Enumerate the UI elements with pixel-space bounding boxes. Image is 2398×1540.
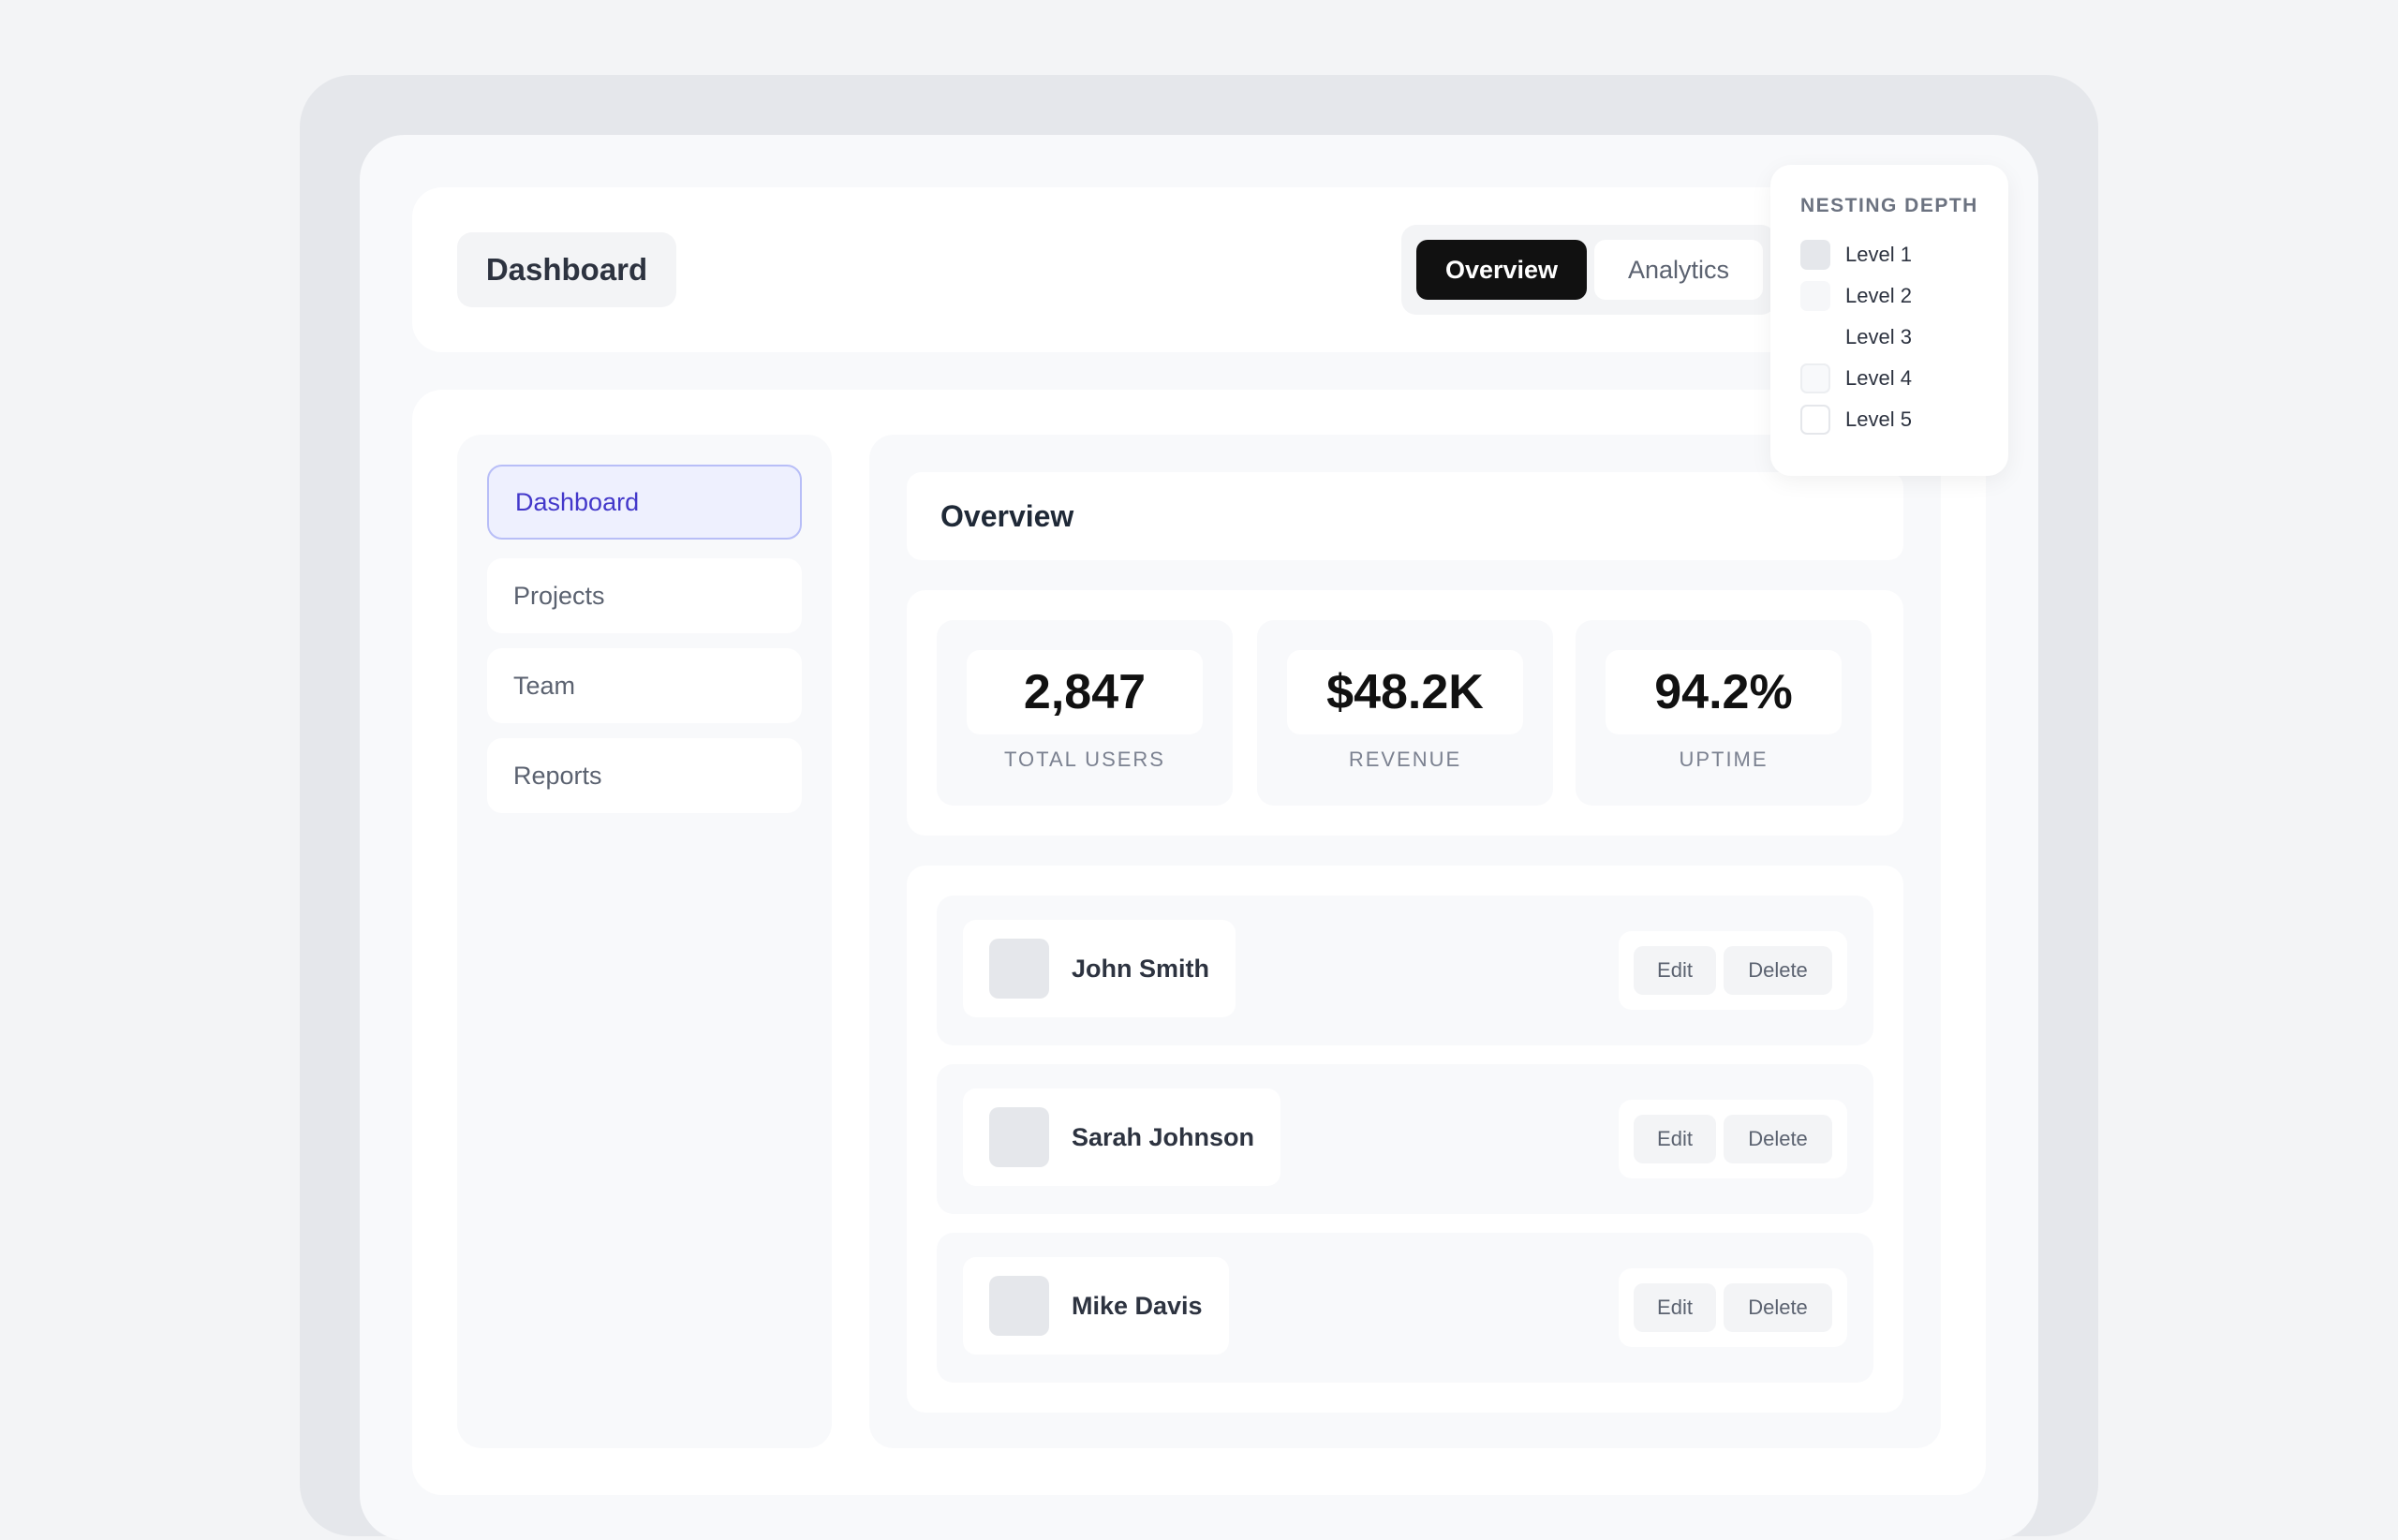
tab-overview[interactable]: Overview [1416,240,1587,300]
stat-value: $48.2K [1287,650,1523,734]
page-title: Dashboard [457,232,676,307]
stat-value: 94.2% [1606,650,1842,734]
delete-button[interactable]: Delete [1724,1283,1832,1332]
nesting-depth-title: NESTING DEPTH [1800,195,1978,216]
list-item: Sarah Johnson Edit Delete [937,1064,1873,1214]
level-swatch [1800,240,1830,270]
user-name: Mike Davis [1072,1291,1203,1320]
delete-button[interactable]: Delete [1724,946,1832,995]
avatar [989,1107,1049,1167]
nesting-level-2[interactable]: Level 2 [1800,281,1912,311]
nesting-level-1[interactable]: Level 1 [1800,240,1912,270]
row-actions: Edit Delete [1619,1100,1847,1178]
level-label: Level 5 [1845,407,1912,431]
user-chip: Mike Davis [963,1257,1229,1355]
edit-button[interactable]: Edit [1634,1115,1716,1163]
level-label: Level 2 [1845,284,1912,307]
user-chip: John Smith [963,920,1236,1017]
stat-value: 2,847 [967,650,1203,734]
nesting-level-4[interactable]: Level 4 [1800,363,1912,393]
stat-label: REVENUE [1348,748,1462,771]
user-name: Sarah Johnson [1072,1122,1255,1151]
stat-label: TOTAL USERS [1004,748,1165,771]
user-name: John Smith [1072,954,1209,983]
sidebar-item-reports[interactable]: Reports [487,738,802,813]
avatar [989,939,1049,999]
sidebar-item-projects[interactable]: Projects [487,558,802,633]
delete-button[interactable]: Delete [1724,1115,1832,1163]
level-swatch [1800,322,1830,352]
level-swatch [1800,405,1830,435]
user-chip: Sarah Johnson [963,1088,1281,1186]
edit-button[interactable]: Edit [1634,946,1716,995]
nesting-level-5[interactable]: Level 5 [1800,405,1912,435]
nesting-level-3[interactable]: Level 3 [1800,322,1912,352]
list-item: John Smith Edit Delete [937,896,1873,1045]
level-swatch [1800,281,1830,311]
level-label: Level 3 [1845,325,1912,348]
edit-button[interactable]: Edit [1634,1283,1716,1332]
tab-analytics[interactable]: Analytics [1594,240,1763,300]
sidebar-item-team[interactable]: Team [487,648,802,723]
row-actions: Edit Delete [1619,931,1847,1010]
row-actions: Edit Delete [1619,1268,1847,1347]
section-title: Overview [907,472,1903,560]
list-item: Mike Davis Edit Delete [937,1233,1873,1383]
level-label: Level 4 [1845,366,1912,390]
level-swatch [1800,363,1830,393]
nesting-depth-panel: NESTING DEPTH Level 1 Level 2 Level 3 Le… [1770,165,2008,476]
sidebar-item-dashboard[interactable]: Dashboard [487,465,802,540]
avatar [989,1276,1049,1336]
level-label: Level 1 [1845,243,1912,266]
stat-label: UPTIME [1679,748,1769,771]
